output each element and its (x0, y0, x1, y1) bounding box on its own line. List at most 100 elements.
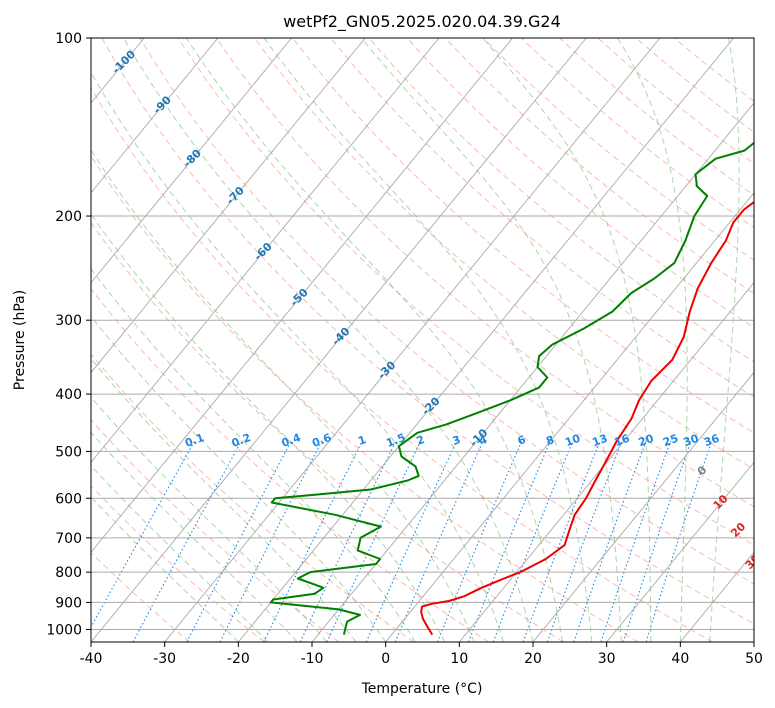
isotherm-line (606, 461, 754, 642)
moist-adiabat-line (263, 38, 593, 642)
isotherms (91, 38, 754, 642)
moist-adiabat-line (91, 358, 357, 642)
moist-adiabat-line (91, 464, 269, 642)
x-tick-label: 30 (598, 651, 616, 667)
dry-adiabat-line (91, 551, 191, 642)
mixing-ratio-lines (91, 440, 713, 642)
x-tick-label: 40 (671, 651, 689, 667)
moist-adiabat-line (617, 38, 688, 642)
mixing-ratio-label: 3 (451, 433, 463, 448)
dry-adiabat-line (91, 155, 639, 642)
mixing-ratio-label: 20 (637, 432, 656, 450)
isotherm-line (91, 38, 292, 284)
y-tick-label: 900 (55, 595, 82, 611)
x-tick-label: -30 (153, 651, 176, 667)
moist-adiabat-line (91, 213, 446, 642)
mixing-ratio-label: 13 (591, 432, 610, 449)
y-axis: 1000 900 800 700 600 500 400 300 200 100 (46, 31, 91, 638)
dry-adiabat-line (215, 38, 754, 508)
chart-title: wetPf2_GN05.2025.020.04.39.G24 (283, 12, 561, 32)
mixing-ratio-line (394, 440, 484, 642)
y-axis-label: Pressure (hPa) (12, 290, 28, 390)
dewpoint-line (269, 141, 754, 635)
y-tick-label: 1000 (46, 622, 82, 638)
mixing-ratio-line (132, 440, 242, 642)
mixing-ratio-label: 25 (661, 432, 680, 449)
mixing-ratio-label: 10 (563, 432, 582, 450)
y-tick-label: 500 (55, 444, 82, 460)
isotherm-line (237, 38, 734, 642)
mixing-ratio-label: 0.6 (310, 431, 333, 450)
mixing-ratio-line (365, 440, 458, 642)
isotherm-line (91, 38, 513, 553)
isotherm-line (164, 38, 661, 642)
mixing-ratio-line (263, 440, 363, 642)
mixing-ratio-label: 2 (415, 433, 427, 448)
y-tick-label: 200 (55, 209, 82, 225)
mixing-ratio-line (522, 440, 601, 642)
mixing-ratio-line (326, 440, 422, 642)
moist-adiabat-line (91, 496, 239, 642)
mixing-ratio-line (546, 440, 623, 642)
plot-frame (90, 37, 755, 643)
x-tick-label: -10 (301, 651, 324, 667)
mixing-ratio-label: 8 (544, 433, 556, 448)
x-tick-label: -20 (227, 651, 250, 667)
moist-adiabat-line (91, 315, 387, 642)
plot-area: -100-90-80-70-60-50-40-30-20-100.1 0.2 0.4… (91, 38, 763, 642)
mixing-ratio-label: 0.1 (183, 431, 206, 450)
mixing-ratio-label: 4 (477, 433, 489, 448)
x-tick-label: 20 (524, 651, 542, 667)
mixing-ratio-label: 6 (516, 433, 528, 448)
mixing-ratio-line (219, 440, 323, 642)
y-tick-label: 400 (55, 387, 82, 403)
mixing-ratio-label: 0.4 (280, 431, 303, 450)
x-tick-label: 10 (450, 651, 468, 667)
dry-adiabat-line (91, 287, 489, 642)
moist-adiabat-line (91, 268, 416, 642)
dry-adiabat-line (91, 485, 265, 642)
sounding-series (269, 141, 754, 636)
moist-adiabat-label: 30 (743, 552, 763, 572)
mixing-ratio-line (573, 440, 647, 642)
isotherm-line (532, 371, 754, 642)
isotherm-line (91, 38, 440, 464)
isotherm-line (385, 192, 754, 642)
y-tick-label: 300 (55, 313, 82, 329)
x-tick-label: 50 (745, 651, 763, 667)
mixing-ratio-line (622, 440, 692, 642)
x-axis: -40 -30 -20 -10 0 10 20 30 40 50 (80, 642, 763, 667)
x-axis-label: Temperature (°C) (361, 681, 483, 697)
dry-adiabat-line (253, 38, 754, 471)
temperature-line (420, 200, 754, 636)
moist-adiabat-line (482, 38, 652, 642)
moist-adiabat-line (185, 38, 563, 642)
moist-adiabat-line (123, 38, 534, 642)
dry-adiabat-line (292, 38, 754, 434)
x-tick-label: -40 (80, 651, 103, 667)
moist-adiabats (91, 38, 740, 642)
dry-adiabat-line (91, 419, 340, 642)
isotherm-line (458, 281, 754, 642)
mixing-ratio-line (645, 440, 713, 642)
mixing-ratio-line (91, 440, 196, 629)
y-tick-label: 600 (55, 491, 82, 507)
isotherm-line (91, 38, 219, 194)
mixing-ratio-label: 1.5 (384, 431, 407, 450)
dry-adiabat-line (330, 38, 754, 398)
dry-adiabat-line (91, 353, 415, 642)
mixing-ratio-label: 16 (613, 432, 632, 450)
dry-adiabat-line (91, 221, 564, 642)
mixing-ratio-label: 30 (682, 432, 701, 450)
moist-adiabat-line (91, 71, 504, 642)
moist-adiabat-line (360, 38, 622, 642)
isotherm-line (91, 38, 587, 642)
x-tick-label: 0 (381, 651, 390, 667)
dry-adiabat-line (91, 87, 713, 642)
mixing-ratio-label: 1 (356, 433, 368, 448)
isotherm-line (91, 38, 366, 374)
y-tick-label: 100 (55, 31, 82, 47)
y-tick-label: 800 (55, 565, 82, 581)
